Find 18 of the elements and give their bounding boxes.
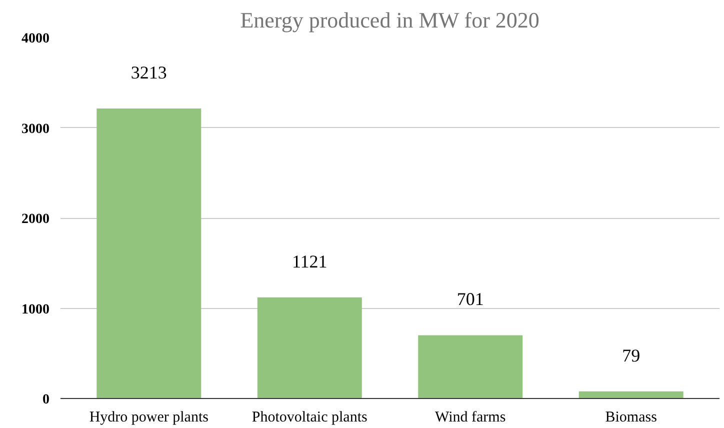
y-tick-label: 1000 (22, 302, 50, 318)
y-tick-label: 2000 (22, 212, 50, 227)
bar (257, 297, 362, 398)
y-tick-label: 4000 (22, 32, 50, 46)
x-tick-label: Hydro power plants (89, 410, 209, 426)
y-tick-label: 3000 (22, 122, 50, 137)
y-tick-label: 0 (42, 392, 50, 408)
data-label: 1121 (292, 251, 328, 272)
chart-title: Energy produced in MW for 2020 (240, 8, 540, 32)
bar (578, 391, 684, 398)
data-label: 701 (456, 289, 484, 310)
bar (418, 335, 523, 398)
x-tick-label: Wind farms (435, 410, 506, 426)
data-label: 79 (622, 345, 640, 366)
bar (96, 108, 202, 398)
data-label: 3213 (130, 62, 167, 83)
x-tick-label: Photovoltaic plants (252, 410, 368, 426)
x-tick-label: Biomass (605, 410, 658, 426)
